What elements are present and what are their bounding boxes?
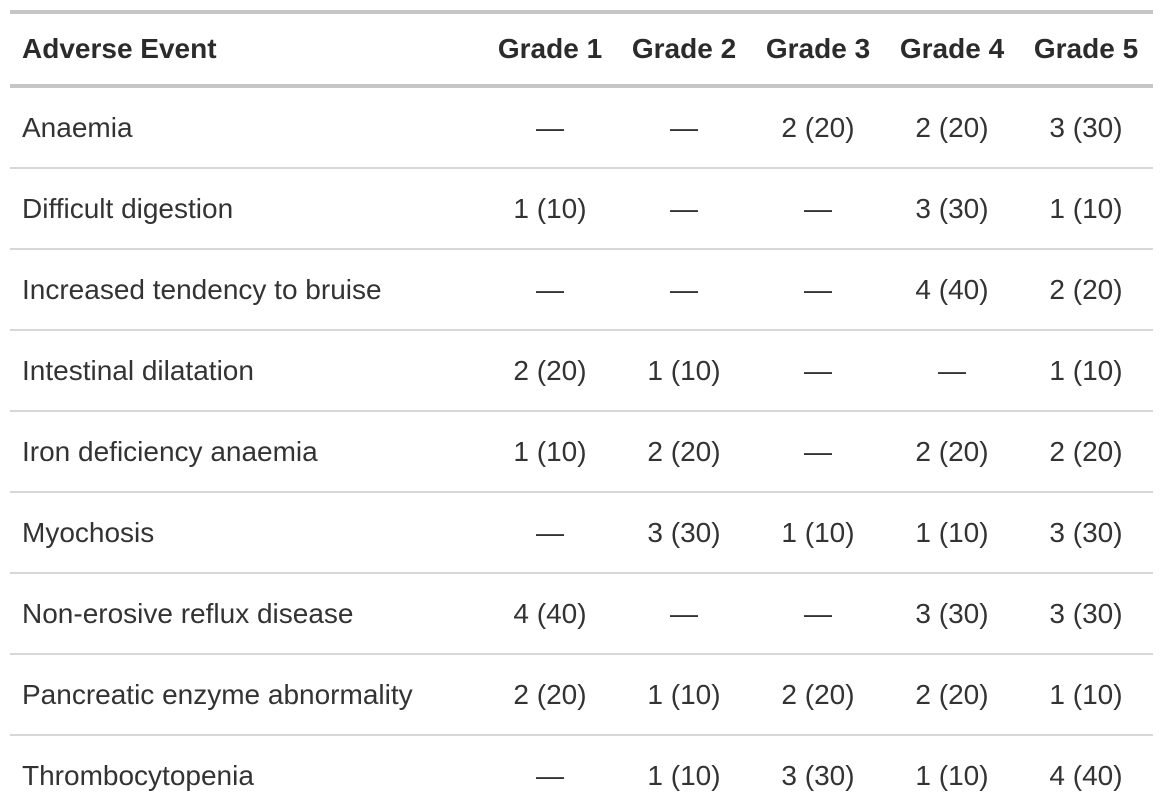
grade-1-value-cell: —: [483, 492, 617, 574]
grade-1-value-cell: 1 (10): [483, 411, 617, 493]
table-header: Adverse Event Grade 1 Grade 2 Grade 3 Gr…: [10, 10, 1153, 88]
grade-4-value-cell: 3 (30): [885, 168, 1019, 250]
adverse-event-cell: Non-erosive reflux disease: [10, 573, 483, 655]
grade-2-value-cell: 1 (10): [617, 654, 751, 736]
table-row: Difficult digestion 1 (10) — —3 (30) 1 (10): [10, 168, 1153, 250]
adverse-event-cell: Anaemia: [10, 86, 483, 169]
grade-3-value-cell: —: [751, 249, 885, 331]
table-row: Intestinal dilatation 2 (20) 1 (10) — —1 (10…: [10, 330, 1153, 412]
adverse-event-cell: Thrombocytopenia: [10, 735, 483, 808]
grade-4-value-cell: 2 (20): [885, 411, 1019, 493]
grade-5-value-cell: 2 (20): [1019, 411, 1153, 493]
grade-5-value-cell: 1 (10): [1019, 330, 1153, 412]
grade-2-value-cell: —: [617, 573, 751, 655]
grade-5-value-cell: 3 (30): [1019, 573, 1153, 655]
table-row: Iron deficiency anaemia 1 (10) 2 (20) —2 (2…: [10, 411, 1153, 493]
adverse-event-cell: Difficult digestion: [10, 168, 483, 250]
grade-2-value-cell: 1 (10): [617, 735, 751, 808]
adverse-event-cell: Pancreatic enzyme abnormality: [10, 654, 483, 736]
column-header-grade-3: Grade 3: [751, 10, 885, 88]
grade-5-value-cell: 2 (20): [1019, 249, 1153, 331]
grade-4-value-cell: 1 (10): [885, 492, 1019, 574]
column-header-grade-1: Grade 1: [483, 10, 617, 88]
grade-3-value-cell: 2 (20): [751, 86, 885, 169]
grade-5-value-cell: 4 (40): [1019, 735, 1153, 808]
grade-4-value-cell: 2 (20): [885, 654, 1019, 736]
grade-2-value-cell: —: [617, 86, 751, 169]
adverse-event-cell: Increased tendency to bruise: [10, 249, 483, 331]
grade-1-value-cell: —: [483, 86, 617, 169]
grade-3-value-cell: —: [751, 330, 885, 412]
table-row: Anaemia — —2 (20) 2 (20) 3 (30): [10, 86, 1153, 169]
grade-2-value-cell: 2 (20): [617, 411, 751, 493]
grade-3-value-cell: —: [751, 573, 885, 655]
grade-4-value-cell: 3 (30): [885, 573, 1019, 655]
grade-1-value-cell: 1 (10): [483, 168, 617, 250]
header-row: Adverse Event Grade 1 Grade 2 Grade 3 Gr…: [10, 10, 1153, 88]
adverse-events-table-container: Adverse Event Grade 1 Grade 2 Grade 3 Gr…: [10, 10, 1153, 808]
grade-4-value-cell: 2 (20): [885, 86, 1019, 169]
column-header-adverse-event: Adverse Event: [10, 10, 483, 88]
grade-5-value-cell: 3 (30): [1019, 86, 1153, 169]
grade-2-value-cell: 1 (10): [617, 330, 751, 412]
table-row: Non-erosive reflux disease 4 (40) — —3 (30)…: [10, 573, 1153, 655]
table-row: Thrombocytopenia —1 (10) 3 (30) 1 (10) 4 (40…: [10, 735, 1153, 808]
grade-4-value-cell: 4 (40): [885, 249, 1019, 331]
adverse-event-cell: Iron deficiency anaemia: [10, 411, 483, 493]
grade-3-value-cell: —: [751, 411, 885, 493]
grade-4-value-cell: 1 (10): [885, 735, 1019, 808]
grade-2-value-cell: —: [617, 249, 751, 331]
grade-2-value-cell: 3 (30): [617, 492, 751, 574]
table-row: Myochosis —3 (30) 1 (10) 1 (10) 3 (30): [10, 492, 1153, 574]
adverse-event-cell: Intestinal dilatation: [10, 330, 483, 412]
grade-3-value-cell: 1 (10): [751, 492, 885, 574]
grade-1-value-cell: 2 (20): [483, 654, 617, 736]
grade-1-value-cell: —: [483, 249, 617, 331]
grade-5-value-cell: 1 (10): [1019, 654, 1153, 736]
grade-5-value-cell: 3 (30): [1019, 492, 1153, 574]
adverse-events-table: Adverse Event Grade 1 Grade 2 Grade 3 Gr…: [10, 10, 1153, 808]
grade-1-value-cell: 2 (20): [483, 330, 617, 412]
grade-5-value-cell: 1 (10): [1019, 168, 1153, 250]
grade-1-value-cell: —: [483, 735, 617, 808]
grade-3-value-cell: 3 (30): [751, 735, 885, 808]
column-header-grade-5: Grade 5: [1019, 10, 1153, 88]
grade-2-value-cell: —: [617, 168, 751, 250]
column-header-grade-4: Grade 4: [885, 10, 1019, 88]
grade-1-value-cell: 4 (40): [483, 573, 617, 655]
table-row: Pancreatic enzyme abnormality 2 (20) 1 (10…: [10, 654, 1153, 736]
grade-3-value-cell: —: [751, 168, 885, 250]
grade-4-value-cell: —: [885, 330, 1019, 412]
table-row: Increased tendency to bruise — — —4 (40) 2 (…: [10, 249, 1153, 331]
table-body: Anaemia — —2 (20) 2 (20) 3 (30) Difficult dig…: [10, 86, 1153, 808]
column-header-grade-2: Grade 2: [617, 10, 751, 88]
grade-3-value-cell: 2 (20): [751, 654, 885, 736]
adverse-event-cell: Myochosis: [10, 492, 483, 574]
